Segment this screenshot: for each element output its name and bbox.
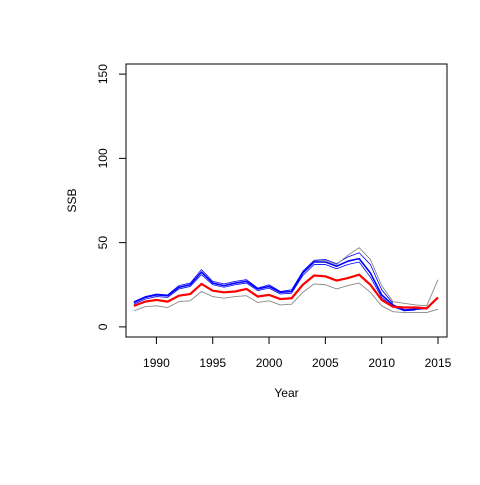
series-line-4 — [133, 247, 439, 307]
x-tick-label: 2010 — [368, 356, 395, 370]
y-tick-label: 50 — [96, 236, 110, 250]
plot-frame — [125, 63, 448, 338]
series-line-0 — [133, 273, 439, 310]
series-line-2 — [133, 252, 394, 304]
x-tick-label: 2000 — [256, 356, 283, 370]
x-axis-label: Year — [274, 386, 298, 400]
y-tick-label: 0 — [96, 323, 110, 330]
y-tick-label: 100 — [96, 148, 110, 168]
y-axis: 0 50 100 150 — [96, 64, 127, 330]
series-line-5 — [133, 282, 439, 314]
x-tick-label: 2005 — [312, 356, 339, 370]
x-tick-label: 1990 — [143, 356, 170, 370]
y-axis-label: SSB — [65, 188, 79, 212]
x-tick-label: 2015 — [425, 356, 452, 370]
x-axis: 1990 1995 2000 2005 2010 2015 — [143, 336, 452, 370]
series-layer — [133, 247, 439, 314]
series-line-1 — [133, 257, 427, 311]
x-tick-label: 1995 — [199, 356, 226, 370]
series-line-3 — [133, 261, 416, 312]
y-tick-label: 150 — [96, 64, 110, 84]
